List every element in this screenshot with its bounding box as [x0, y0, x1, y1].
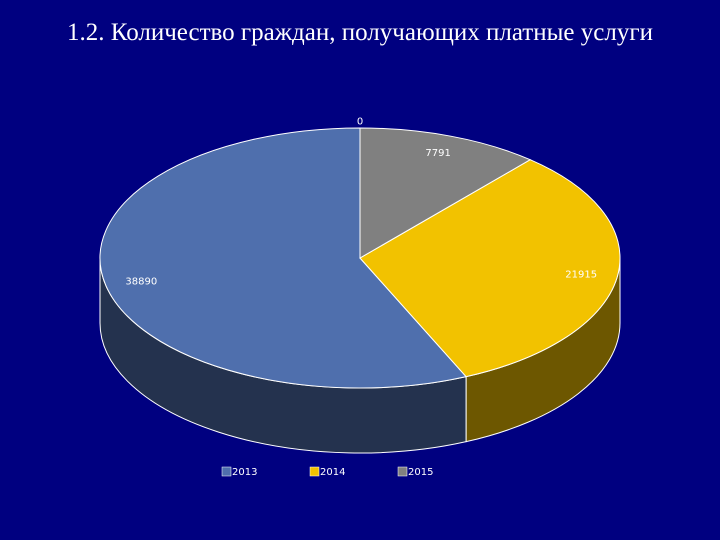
pie-slice — [359, 127, 532, 259]
legend-swatch — [309, 466, 320, 477]
legend-swatch — [397, 466, 408, 477]
data-label: 7791 — [425, 148, 450, 159]
legend-label: 2014 — [320, 467, 345, 478]
pie-slice — [359, 159, 621, 378]
data-label: 21915 — [565, 269, 597, 280]
legend-label: 2015 — [408, 467, 433, 478]
pie-slice — [99, 127, 468, 389]
data-label: 0 — [357, 117, 363, 128]
data-label: 38890 — [125, 276, 157, 287]
legend-label: 2013 — [232, 467, 257, 478]
legend-swatch — [221, 466, 232, 477]
chart-title: 1.2. Количество граждан, получающих плат… — [67, 19, 653, 46]
